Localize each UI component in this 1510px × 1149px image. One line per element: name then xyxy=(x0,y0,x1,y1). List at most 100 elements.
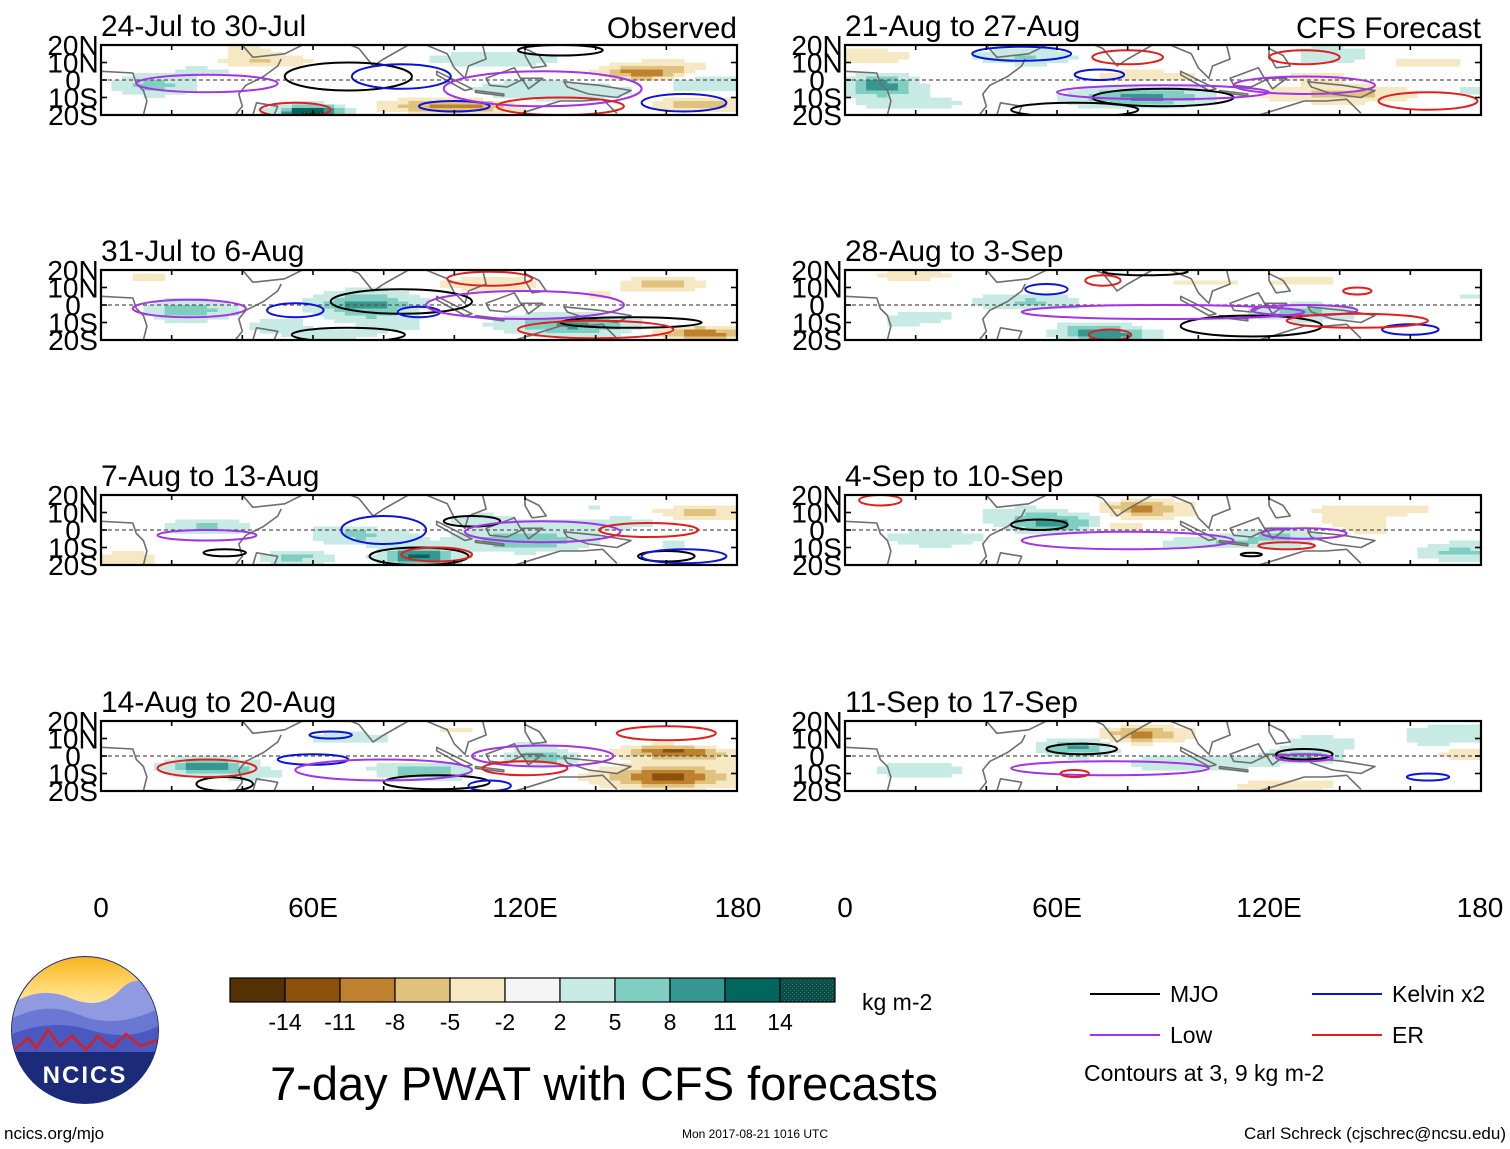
pwat-cell xyxy=(461,111,473,115)
pwat-cell xyxy=(705,512,717,517)
pwat-cell xyxy=(1184,90,1196,95)
pwat-cell xyxy=(684,773,696,778)
pwat-cell xyxy=(546,83,558,88)
pwat-cell xyxy=(397,561,409,565)
pwat-cell xyxy=(238,763,250,768)
pwat-cell xyxy=(631,62,643,67)
pwat-cell xyxy=(450,284,462,289)
pwat-cell xyxy=(1110,97,1122,102)
pwat-cell xyxy=(196,756,208,761)
pwat-cell xyxy=(143,83,155,88)
pwat-cell xyxy=(940,97,952,102)
pwat-cell xyxy=(726,763,737,768)
pwat-cell xyxy=(493,516,505,521)
pwat-cell xyxy=(461,523,473,528)
coast-sumatra xyxy=(1179,295,1217,317)
pwat-cell xyxy=(355,322,367,327)
pwat-cell xyxy=(132,90,144,95)
pwat-cell xyxy=(993,519,1005,524)
pwat-cell xyxy=(887,763,899,768)
pwat-cell xyxy=(185,69,197,74)
contour-er xyxy=(156,758,258,778)
pwat-cell xyxy=(376,533,388,538)
pwat-cell xyxy=(482,277,494,282)
coast-indochina xyxy=(425,495,487,530)
pwat-cell xyxy=(525,329,537,334)
pwat-cell xyxy=(1237,756,1249,761)
pwat-cell xyxy=(228,52,240,57)
pwat-cell xyxy=(908,277,920,282)
contour-low xyxy=(156,529,258,542)
pwat-cell xyxy=(866,104,878,109)
pwat-cell xyxy=(1332,48,1344,53)
pwat-cell xyxy=(1322,512,1334,517)
pwat-cell xyxy=(1120,735,1132,740)
pwat-cell xyxy=(1035,298,1047,303)
pwat-cell xyxy=(366,319,378,324)
pwat-cell xyxy=(1290,530,1302,535)
pwat-cell xyxy=(1311,97,1323,102)
pwat-cell xyxy=(609,333,621,338)
pwat-cell xyxy=(1300,530,1312,535)
pwat-cell xyxy=(609,752,621,757)
coast-madagascar xyxy=(996,551,1023,565)
pwat-cell xyxy=(493,519,505,524)
contour-er xyxy=(481,760,569,777)
y-tick-label: 10S xyxy=(792,83,842,114)
coast-arabia xyxy=(241,45,303,59)
pwat-cell xyxy=(1343,101,1355,106)
coastlines xyxy=(845,721,1376,791)
coast-australia xyxy=(512,774,618,791)
pwat-cell xyxy=(1025,509,1037,514)
pwat-cell xyxy=(1088,738,1100,743)
pwat-cell xyxy=(493,537,505,542)
pwat-cell xyxy=(1353,87,1365,92)
pwat-cell xyxy=(1152,94,1164,99)
pwat-cell xyxy=(387,551,399,556)
pwat-cell xyxy=(302,554,314,559)
pwat-cell xyxy=(1406,59,1418,64)
pwat-cell xyxy=(1470,558,1481,563)
pwat-cell xyxy=(1343,519,1355,524)
pwat-cell xyxy=(440,551,452,556)
pwat-cell xyxy=(397,319,409,324)
pwat-cell xyxy=(260,766,272,771)
pwat-cell xyxy=(461,101,473,106)
pwat-cell xyxy=(323,738,335,743)
pwat-cell xyxy=(1332,52,1344,57)
pwat-cell xyxy=(503,752,515,757)
pwat-cell xyxy=(1343,523,1355,528)
pwat-cell xyxy=(662,763,674,768)
pwat-cell xyxy=(1078,326,1090,331)
pwat-cell xyxy=(1035,523,1047,528)
pwat-cell xyxy=(472,530,484,535)
pwat-cell xyxy=(1279,312,1291,317)
pwat-cell xyxy=(855,73,867,78)
pwat-cell xyxy=(344,294,356,299)
pwat-cell xyxy=(1290,784,1302,789)
pwat-cell xyxy=(1163,73,1175,78)
pwat-cell xyxy=(1057,745,1069,750)
pwat-cell xyxy=(175,523,187,528)
pwat-cell xyxy=(599,90,611,95)
pwat-cell xyxy=(887,97,899,102)
pwat-cell xyxy=(408,111,420,115)
pwat-cell xyxy=(1067,298,1079,303)
pwat-cell xyxy=(876,80,888,85)
pwat-cell xyxy=(1311,533,1323,538)
pwat-cell xyxy=(1004,519,1016,524)
pwat-cell xyxy=(143,554,155,559)
pwat-cell xyxy=(993,305,1005,310)
pwat-cell xyxy=(387,530,399,535)
pwat-cell xyxy=(164,308,176,313)
pwat-cell xyxy=(408,540,420,545)
pwat-cell xyxy=(1141,724,1153,729)
pwat-cell xyxy=(556,326,568,331)
pwat-cell xyxy=(908,773,920,778)
pwat-cell xyxy=(1300,312,1312,317)
pwat-cell xyxy=(887,83,899,88)
pwat-cell xyxy=(556,526,568,531)
pwat-cell xyxy=(1163,738,1175,743)
pwat-cell xyxy=(855,87,867,92)
pwat-cell xyxy=(387,322,399,327)
